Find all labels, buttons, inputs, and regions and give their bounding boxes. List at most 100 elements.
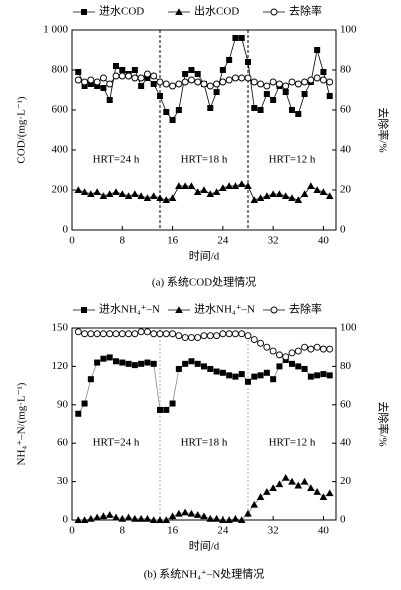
y2-tick-label: 80 (340, 360, 352, 372)
data-point (288, 477, 296, 485)
legend-marker (81, 9, 87, 15)
data-point (81, 330, 89, 338)
data-point (219, 330, 227, 338)
data-point (250, 196, 259, 203)
data-point (320, 371, 327, 378)
data-point (256, 493, 265, 500)
data-point (237, 180, 246, 187)
data-point (74, 76, 82, 84)
x-tick-label: 0 (69, 525, 75, 537)
caption: (a) 系统COD处理情况 (152, 276, 256, 289)
y2-tick-label: 100 (340, 24, 357, 36)
data-point (94, 359, 101, 366)
data-point (125, 72, 133, 80)
data-point (263, 488, 271, 495)
data-point (314, 372, 321, 379)
data-point (219, 516, 227, 523)
data-point (193, 188, 202, 195)
data-point (194, 78, 202, 86)
data-point (313, 488, 321, 495)
data-point (131, 74, 139, 82)
y-tick-label: 1 000 (43, 24, 68, 36)
data-point (118, 190, 127, 197)
data-point (325, 489, 334, 497)
data-point (212, 514, 221, 522)
y-tick-label: 90 (57, 398, 69, 410)
data-point (143, 514, 152, 522)
data-point (99, 512, 108, 520)
data-point (289, 107, 295, 113)
data-point (162, 80, 170, 88)
data-point (113, 358, 119, 365)
data-point (162, 330, 170, 338)
y-tick-label: 800 (52, 64, 69, 76)
data-point (244, 74, 252, 82)
data-point (270, 97, 277, 103)
data-point (87, 514, 95, 522)
data-point (250, 336, 258, 343)
y2-tick-label: 60 (340, 398, 352, 410)
data-point (163, 109, 170, 115)
data-point (119, 359, 126, 366)
data-point (244, 509, 252, 517)
data-point (137, 328, 145, 336)
data-point (187, 334, 195, 342)
data-point (105, 190, 114, 197)
legend-label: 进水NH₄⁺–N (194, 303, 255, 316)
y-tick-label: 0 (63, 514, 69, 526)
data-point (269, 347, 277, 355)
data-point (251, 105, 258, 111)
data-point (81, 78, 89, 86)
y-tick-label: 200 (52, 184, 69, 196)
x-tick-label: 8 (120, 235, 126, 247)
data-point (231, 74, 239, 82)
data-point (237, 516, 246, 523)
data-point (200, 186, 208, 193)
data-point (213, 368, 220, 375)
data-point (93, 78, 101, 86)
legend-marker (81, 307, 87, 313)
data-point (207, 365, 214, 372)
data-point (319, 345, 327, 353)
data-point (294, 347, 302, 355)
x-tick-label: 16 (167, 525, 179, 537)
y-tick-label: 120 (52, 360, 69, 372)
y2-tick-label: 40 (340, 144, 352, 156)
x-tick-label: 24 (217, 235, 229, 247)
data-point (263, 192, 271, 199)
data-point (187, 509, 196, 517)
data-point (245, 378, 251, 385)
annotation: HRT=24 h (93, 154, 140, 166)
data-point (238, 74, 246, 82)
data-point (118, 514, 127, 522)
data-point (250, 78, 258, 86)
data-point (301, 78, 309, 86)
data-point (301, 343, 309, 351)
data-point (275, 190, 284, 197)
y-tick-label: 600 (52, 104, 69, 116)
data-point (112, 72, 120, 80)
data-point (150, 330, 158, 338)
data-point (168, 512, 177, 520)
data-point (118, 72, 126, 80)
data-point (74, 186, 83, 193)
legend-label: 去除率 (289, 4, 322, 18)
data-point (282, 353, 290, 361)
data-point (112, 188, 120, 195)
y-axis-label: COD/(mg·L⁻¹) (16, 96, 28, 163)
data-point (175, 80, 183, 88)
data-point (175, 182, 183, 189)
data-point (263, 369, 270, 376)
data-point (238, 35, 245, 41)
data-point (301, 91, 308, 97)
annotation: HRT=12 h (269, 437, 316, 449)
data-point (256, 194, 265, 201)
data-point (175, 332, 183, 340)
data-point (219, 67, 226, 73)
data-point (150, 360, 157, 367)
data-point (219, 184, 227, 191)
data-point (269, 78, 277, 86)
data-point (168, 194, 177, 201)
data-point (257, 372, 264, 379)
data-point (157, 406, 163, 413)
